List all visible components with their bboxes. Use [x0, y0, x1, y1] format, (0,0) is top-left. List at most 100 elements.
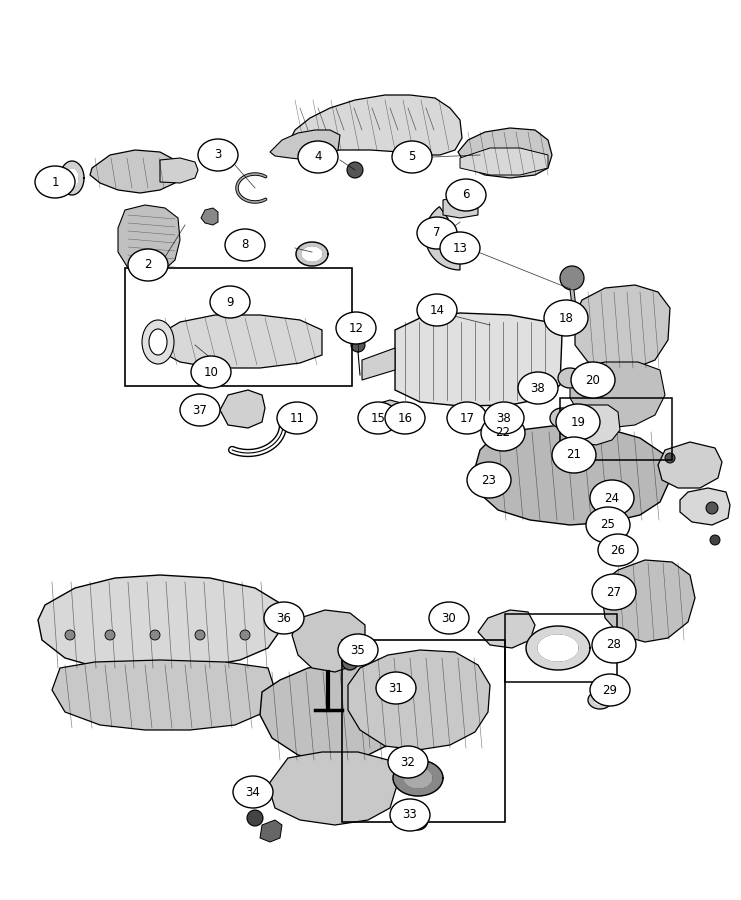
Circle shape — [65, 630, 75, 640]
Polygon shape — [594, 696, 606, 705]
Ellipse shape — [447, 402, 487, 434]
Bar — [505, 614, 617, 682]
Text: 22: 22 — [496, 427, 511, 439]
Polygon shape — [558, 368, 582, 388]
Ellipse shape — [388, 746, 428, 778]
Polygon shape — [575, 285, 670, 370]
Ellipse shape — [35, 166, 75, 198]
Ellipse shape — [233, 776, 273, 808]
Text: 36: 36 — [276, 611, 291, 625]
Ellipse shape — [571, 362, 615, 398]
Text: 32: 32 — [401, 755, 416, 769]
Polygon shape — [201, 208, 218, 225]
Ellipse shape — [225, 229, 265, 261]
Polygon shape — [348, 650, 490, 750]
Text: 12: 12 — [348, 321, 364, 335]
Ellipse shape — [552, 437, 596, 473]
Ellipse shape — [210, 286, 250, 318]
Polygon shape — [90, 150, 180, 193]
Text: 20: 20 — [585, 374, 600, 386]
Polygon shape — [658, 442, 722, 488]
Text: 35: 35 — [350, 644, 365, 656]
Polygon shape — [458, 128, 552, 178]
Ellipse shape — [592, 574, 636, 610]
Polygon shape — [220, 390, 265, 428]
Ellipse shape — [590, 480, 634, 516]
Circle shape — [240, 630, 250, 640]
Bar — [342, 640, 505, 822]
Text: 19: 19 — [571, 416, 585, 428]
Bar — [125, 268, 352, 386]
Ellipse shape — [590, 674, 630, 706]
Polygon shape — [478, 610, 535, 648]
Ellipse shape — [440, 232, 480, 264]
Circle shape — [342, 654, 358, 670]
Text: 38: 38 — [531, 382, 545, 394]
Text: 10: 10 — [204, 365, 219, 379]
Polygon shape — [292, 610, 365, 672]
Circle shape — [347, 162, 363, 178]
Circle shape — [465, 187, 479, 201]
Text: 18: 18 — [559, 311, 574, 325]
Ellipse shape — [598, 534, 638, 566]
Polygon shape — [460, 148, 548, 175]
Ellipse shape — [336, 312, 376, 344]
Circle shape — [706, 502, 718, 514]
Ellipse shape — [429, 602, 469, 634]
Text: 17: 17 — [459, 411, 474, 425]
Polygon shape — [562, 405, 620, 445]
Ellipse shape — [277, 402, 317, 434]
Text: 24: 24 — [605, 491, 619, 505]
Polygon shape — [538, 635, 578, 661]
Polygon shape — [373, 400, 408, 428]
Polygon shape — [302, 247, 322, 261]
Circle shape — [247, 810, 263, 826]
Circle shape — [408, 810, 428, 830]
Polygon shape — [362, 348, 395, 380]
Text: 9: 9 — [226, 295, 233, 309]
Ellipse shape — [376, 672, 416, 704]
Text: 13: 13 — [453, 241, 468, 255]
Polygon shape — [118, 205, 180, 275]
Polygon shape — [404, 768, 432, 788]
Circle shape — [710, 535, 720, 545]
Ellipse shape — [417, 294, 457, 326]
Circle shape — [665, 453, 675, 463]
Text: 29: 29 — [602, 683, 617, 697]
Text: 31: 31 — [388, 681, 403, 695]
Polygon shape — [160, 158, 198, 183]
Circle shape — [195, 630, 205, 640]
Ellipse shape — [264, 602, 304, 634]
Polygon shape — [52, 660, 275, 730]
Text: 30: 30 — [442, 611, 456, 625]
Text: 16: 16 — [397, 411, 413, 425]
Polygon shape — [66, 169, 78, 187]
Text: 23: 23 — [482, 473, 496, 487]
Polygon shape — [393, 760, 443, 796]
Text: 37: 37 — [193, 403, 207, 417]
Circle shape — [105, 630, 115, 640]
Text: 14: 14 — [430, 303, 445, 317]
Ellipse shape — [358, 402, 398, 434]
Text: 8: 8 — [242, 238, 249, 251]
Ellipse shape — [556, 404, 600, 440]
Ellipse shape — [518, 372, 558, 404]
Text: 6: 6 — [462, 188, 470, 202]
Polygon shape — [285, 95, 462, 157]
Ellipse shape — [592, 627, 636, 663]
Text: 34: 34 — [245, 786, 260, 798]
Circle shape — [150, 630, 160, 640]
Polygon shape — [443, 196, 478, 218]
Polygon shape — [425, 207, 460, 270]
Text: 1: 1 — [51, 176, 59, 188]
Ellipse shape — [467, 462, 511, 498]
Ellipse shape — [385, 402, 425, 434]
Ellipse shape — [338, 634, 378, 666]
Text: 7: 7 — [433, 227, 441, 239]
Polygon shape — [260, 820, 282, 842]
Text: 4: 4 — [314, 150, 322, 164]
Text: 26: 26 — [611, 544, 625, 556]
Ellipse shape — [198, 139, 238, 171]
Ellipse shape — [390, 799, 430, 831]
Ellipse shape — [481, 415, 525, 451]
